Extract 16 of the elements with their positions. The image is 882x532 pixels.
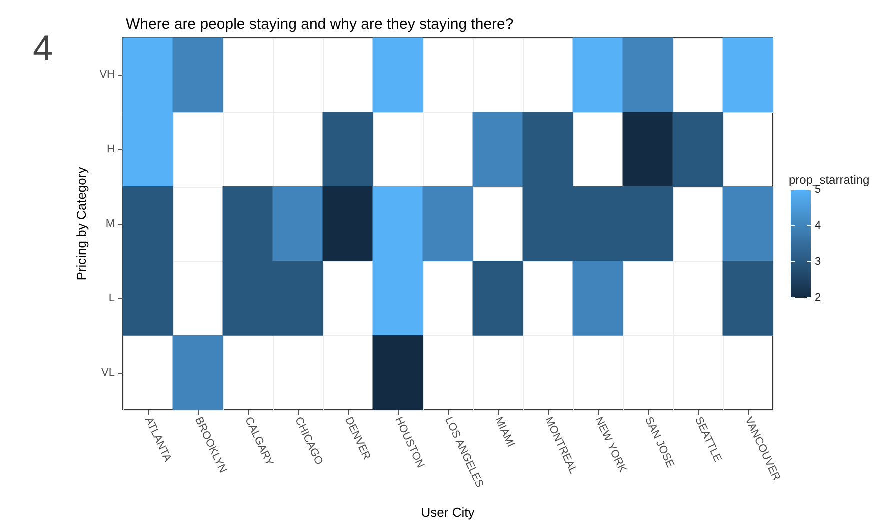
- y-tick-label: L: [108, 292, 115, 304]
- text: 4: [33, 28, 54, 68]
- y-tick-label: M: [106, 218, 115, 230]
- color-bar-title: prop_starrating: [789, 173, 870, 187]
- color-bar-label: 4: [815, 220, 822, 232]
- y-tick-label: VL: [102, 366, 115, 379]
- y-axis-title: Pricing by Category: [74, 166, 89, 281]
- x-axis-title: User City: [421, 505, 476, 520]
- color-bar-label: 2: [815, 292, 822, 304]
- x-tick-label: SAN JOSE: [642, 415, 676, 470]
- x-tick-label: NEW YORK: [592, 415, 629, 476]
- color-bar-label: 3: [815, 256, 822, 268]
- y-tick-label: VH: [100, 69, 116, 82]
- chart-title: Where are people staying and why are they staying there?: [126, 16, 514, 33]
- color-bar-label: 5: [815, 184, 822, 196]
- y-tick-label: H: [107, 144, 116, 156]
